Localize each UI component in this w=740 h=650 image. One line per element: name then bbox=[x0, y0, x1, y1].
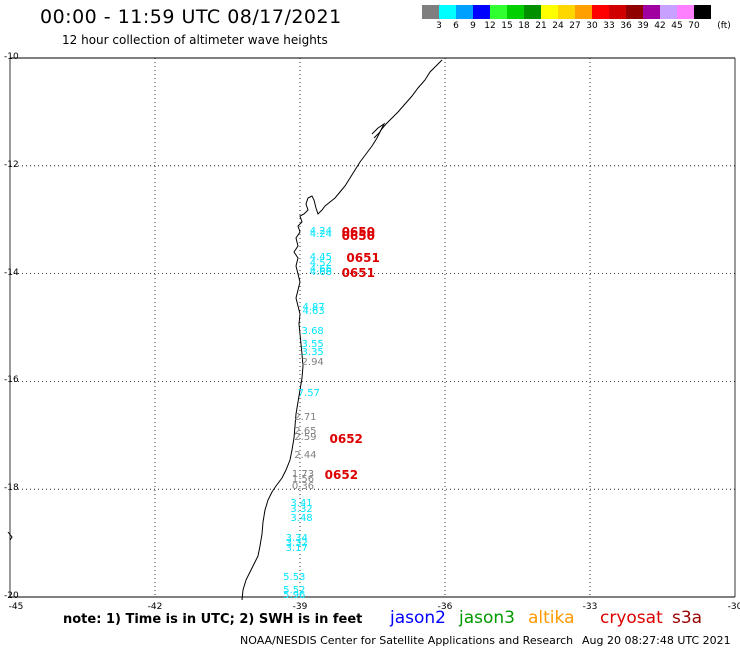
wave-height-value: 1.56 bbox=[291, 474, 315, 486]
lon-tick-label: -45 bbox=[8, 602, 24, 612]
wave-height-value: 4.24 bbox=[309, 228, 333, 240]
lat-tick-label: -10 bbox=[4, 52, 19, 62]
legend-swatch bbox=[558, 5, 575, 19]
legend-swatch bbox=[609, 5, 626, 19]
wave-height-value: 2.71 bbox=[294, 412, 317, 424]
lat-tick-label: -16 bbox=[4, 375, 19, 386]
bay-inlet bbox=[371, 122, 386, 139]
legend-swatch bbox=[490, 5, 507, 19]
legend-value: 18 bbox=[518, 21, 530, 31]
wave-height-value: 3.41 bbox=[290, 498, 313, 510]
wave-height-value: 3.35 bbox=[301, 347, 324, 359]
legend-value: 45 bbox=[671, 21, 683, 31]
legend-value: 42 bbox=[654, 21, 666, 31]
wave-height-value: 2.94 bbox=[301, 356, 324, 368]
grid-lines bbox=[9, 57, 736, 598]
legend-swatch bbox=[541, 5, 558, 19]
wave-height-value: 5.96 bbox=[283, 590, 306, 601]
wave-height-value: 4.52 bbox=[309, 257, 333, 269]
island-marker bbox=[7, 531, 13, 541]
legend-value: 70 bbox=[688, 21, 700, 31]
wave-height-value: 3.32 bbox=[290, 503, 313, 515]
lon-tick-label: -30 bbox=[727, 602, 740, 612]
pass-number-label: 0651 bbox=[341, 265, 375, 280]
wave-height-value: 1.73 bbox=[291, 468, 315, 480]
wave-height-value: 3.48 bbox=[290, 513, 313, 525]
legend-value: 21 bbox=[535, 21, 547, 31]
satellite-label-jason2: jason2 bbox=[390, 608, 446, 628]
legend-swatch bbox=[473, 5, 490, 19]
wave-height-value: 2.44 bbox=[294, 449, 317, 461]
legend-value: 27 bbox=[569, 21, 581, 31]
wave-height-value: 3.17 bbox=[285, 542, 308, 554]
legend-swatch bbox=[507, 5, 524, 19]
legend-swatch bbox=[439, 5, 456, 19]
wave-height-value: 5.52 bbox=[283, 584, 306, 596]
lat-tick-label: -20 bbox=[4, 591, 19, 601]
legend-swatch bbox=[524, 5, 541, 19]
timestamp: Aug 20 08:27:48 UTC 2021 bbox=[582, 634, 731, 647]
pass-number-label: 0650 bbox=[341, 225, 375, 240]
lon-tick-label: -36 bbox=[437, 602, 453, 612]
coastline bbox=[241, 59, 443, 601]
legend-value: 15 bbox=[501, 21, 513, 31]
legend-unit: (ft) bbox=[717, 21, 731, 31]
legend-value: 3 bbox=[436, 21, 442, 31]
wave-height-value: 4.63 bbox=[302, 305, 325, 317]
legend-swatch bbox=[592, 5, 609, 19]
lon-tick-label: -33 bbox=[582, 602, 598, 612]
satellite-label-s3a: s3a bbox=[672, 608, 703, 628]
pass-number-label: 0651 bbox=[346, 250, 380, 265]
wave-height-value: 7.57 bbox=[297, 387, 320, 399]
wave-height-value: 4.66 bbox=[309, 266, 333, 278]
legend-value: 6 bbox=[453, 21, 459, 31]
legend-value: 9 bbox=[470, 21, 476, 31]
legend-swatch bbox=[643, 5, 660, 19]
lat-tick-label: -12 bbox=[4, 159, 19, 170]
legend-swatch bbox=[626, 5, 643, 19]
lat-tick-label: -18 bbox=[4, 483, 19, 494]
legend-swatch bbox=[456, 5, 473, 19]
legend-value: 12 bbox=[484, 21, 496, 31]
lat-tick-label: -14 bbox=[4, 267, 19, 278]
satellite-label-cryosat: cryosat bbox=[600, 608, 663, 628]
wave-height-value: 3.34 bbox=[285, 533, 308, 545]
legend-swatch bbox=[422, 5, 439, 19]
legend-value: 24 bbox=[552, 21, 564, 31]
legend-swatch bbox=[677, 5, 694, 19]
credit-line: NOAA/NESDIS Center for Satellite Applica… bbox=[240, 634, 574, 647]
wave-height-value: 3.68 bbox=[301, 325, 324, 337]
wave-height-value: 3.55 bbox=[301, 339, 324, 351]
wave-height-value: 4.24 bbox=[309, 226, 333, 238]
wave-height-value: 3.32 bbox=[285, 537, 308, 549]
map-subtitle: 12 hour collection of altimeter wave hei… bbox=[62, 33, 328, 47]
satellite-label-altika: altika bbox=[528, 608, 575, 628]
wave-height-value: 2.65 bbox=[294, 425, 317, 437]
wave-height-value: 5.53 bbox=[283, 572, 306, 584]
legend-value: 30 bbox=[586, 21, 598, 31]
legend-swatch bbox=[660, 5, 677, 19]
wave-height-value: 4.45 bbox=[309, 251, 333, 263]
pass-number-label: 0652 bbox=[324, 467, 359, 482]
legend-value: 39 bbox=[637, 21, 649, 31]
footer-note: note: 1) Time is in UTC; 2) SWH is in fe… bbox=[63, 612, 363, 627]
wave-height-value: 2.59 bbox=[294, 432, 317, 444]
legend-swatch bbox=[694, 5, 711, 19]
pass-number-label: 0650 bbox=[341, 228, 375, 243]
lon-tick-label: -39 bbox=[292, 602, 308, 612]
wave-height-value: 0.36 bbox=[291, 480, 315, 492]
wave-height-value: 4.87 bbox=[302, 301, 325, 313]
pass-number-label: 0652 bbox=[329, 431, 363, 446]
map-title: 00:00 - 11:59 UTC 08/17/2021 bbox=[40, 6, 342, 28]
legend-swatch bbox=[575, 5, 592, 19]
legend-value: 33 bbox=[603, 21, 615, 31]
wave-height-value: 4.66 bbox=[309, 263, 333, 275]
satellite-label-jason3: jason3 bbox=[459, 608, 515, 628]
lon-tick-label: -42 bbox=[147, 602, 163, 612]
legend-value: 36 bbox=[620, 21, 632, 31]
